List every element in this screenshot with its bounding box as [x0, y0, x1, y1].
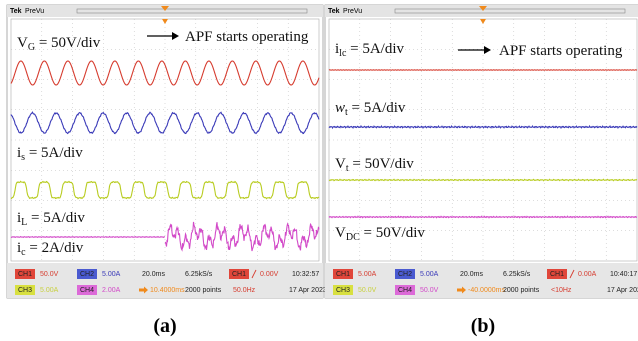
- status-text: 17 Apr 2023: [607, 287, 638, 294]
- status-text: 50.0V: [40, 271, 59, 278]
- channel-label: CH2: [398, 271, 412, 278]
- status-text: 5.00A: [40, 287, 59, 294]
- annotation: APF starts operating: [499, 43, 623, 59]
- label-subscript: G: [28, 42, 35, 53]
- status-text: 0.00A: [578, 271, 597, 278]
- caption: (a): [153, 315, 176, 337]
- label-text: = 5A/div: [346, 41, 404, 57]
- status-text: 5.00A: [358, 271, 377, 278]
- brand: Tek: [10, 8, 22, 15]
- waveform-label: ilc = 5A/div: [335, 41, 405, 59]
- status-text: 50.0V: [358, 287, 377, 294]
- status-text: 10.4000ms: [150, 287, 185, 294]
- label-text: = 50V/div: [360, 225, 426, 241]
- label-text: = 5A/div: [348, 100, 406, 116]
- channel-label: CH4: [80, 287, 94, 294]
- waveform-label: ic = 2A/div: [17, 240, 84, 258]
- label-subscript: DC: [346, 232, 360, 243]
- status-text: 5.00A: [420, 271, 439, 278]
- channel-label: CH1: [232, 271, 246, 278]
- figure: TekPreVuVG = 50V/divis = 5A/diviL = 5A/d…: [0, 0, 638, 341]
- status-text: 0.00V: [260, 271, 279, 278]
- label-symbol: V: [335, 156, 346, 172]
- channel-label: CH2: [80, 271, 94, 278]
- channel-label: CH3: [336, 287, 350, 294]
- status-text: 20.0ms: [460, 271, 483, 278]
- waveform: [11, 237, 165, 238]
- status-text: 10:32:57: [292, 271, 319, 278]
- status-text: 2000 points: [503, 287, 540, 294]
- status-text: 17 Apr 2023: [289, 287, 327, 294]
- status-text: <10Hz: [551, 287, 572, 294]
- label-text: = 2A/div: [26, 240, 84, 256]
- channel-label: CH1: [18, 271, 32, 278]
- label-text: = 50V/div: [35, 35, 101, 51]
- label-text: = 50V/div: [349, 156, 415, 172]
- status-text: 20.0ms: [142, 271, 165, 278]
- status-text: -40.0000ms: [468, 287, 505, 294]
- status-text: 50.0V: [420, 287, 439, 294]
- status-text: 2.00A: [102, 287, 121, 294]
- channel-label: CH3: [18, 287, 32, 294]
- label-symbol: w: [335, 100, 345, 116]
- channel-label: CH4: [398, 287, 412, 294]
- label-text: = 5A/div: [27, 210, 85, 226]
- caption: (b): [471, 315, 495, 337]
- status-text: 6.25kS/s: [503, 271, 531, 278]
- waveform-label: iL = 5A/div: [17, 210, 85, 228]
- status-text: 10:40:17: [610, 271, 637, 278]
- status-text: 50.0Hz: [233, 287, 256, 294]
- mode: PreVu: [343, 8, 362, 15]
- brand: Tek: [328, 8, 340, 15]
- page: {"panels": [ {"header": {"brand": "Tek",…: [0, 0, 638, 341]
- label-symbol: V: [17, 35, 28, 51]
- channel-label: CH1: [550, 271, 564, 278]
- label-text: = 5A/div: [25, 145, 83, 161]
- status-text: 5.00A: [102, 271, 121, 278]
- status-text: 2000 points: [185, 287, 222, 294]
- waveform-label: is = 5A/div: [17, 145, 83, 163]
- mode: PreVu: [25, 8, 44, 15]
- status-text: 6.25kS/s: [185, 271, 213, 278]
- channel-label: CH1: [336, 271, 350, 278]
- label-symbol: V: [335, 225, 346, 241]
- annotation: APF starts operating: [185, 29, 309, 45]
